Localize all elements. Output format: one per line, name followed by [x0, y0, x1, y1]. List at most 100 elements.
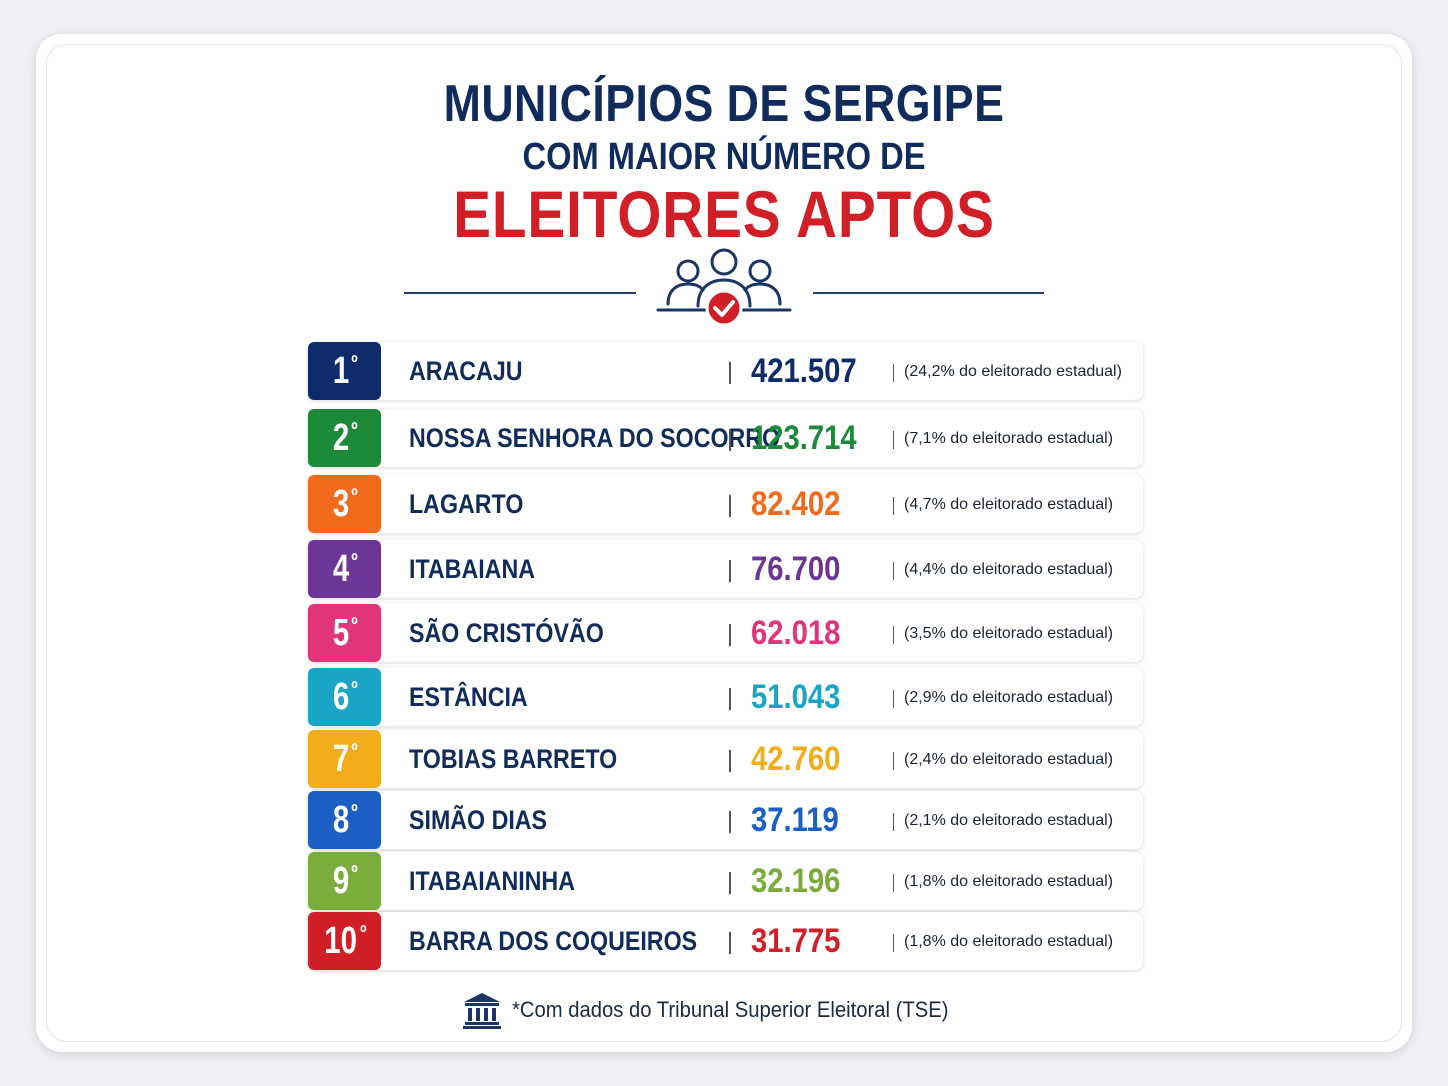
separator: [893, 813, 894, 831]
title-line-2: COM MAIOR NÚMERO DE: [522, 136, 926, 178]
rank-number: 5: [332, 611, 350, 654]
source-note: *Com dados do Tribunal Superior Eleitora…: [511, 997, 949, 1022]
rank-ordinal: º: [351, 800, 358, 823]
rank-number: 10: [324, 919, 358, 962]
rank-number: 3: [332, 482, 350, 525]
ranking-row: 5º SÃO CRISTÓVÃO 62.018 (3,5% do eleitorado…: [308, 604, 1143, 662]
footer: *Com dados do Tribunal Superior Eleitora…: [0, 988, 1448, 1032]
city-name: ARACAJU: [409, 356, 523, 386]
rank-ordinal: º: [351, 861, 358, 884]
electorate-share: (7,1% do eleitorado estadual): [904, 430, 1114, 447]
rank-badge: 6º: [308, 668, 381, 726]
ranking-row: 9º ITABAIANINHA 32.196 (1,8% do eleitorado …: [308, 852, 1143, 910]
separator: [729, 429, 731, 451]
rank-ordinal: º: [351, 739, 358, 762]
separator: [893, 431, 894, 449]
title-rule-left: [404, 292, 636, 294]
separator: [729, 811, 731, 833]
voter-count: 51.043: [751, 678, 841, 716]
ranking-row: 3º LAGARTO 82.402 (4,7% do eleitorado estad…: [308, 475, 1143, 533]
separator: [893, 626, 894, 644]
rank-number: 7: [332, 737, 350, 780]
city-name: BARRA DOS COQUEIROS: [409, 926, 698, 956]
separator: [729, 624, 731, 646]
separator: [893, 364, 894, 382]
city-name: ITABAIANA: [409, 554, 535, 584]
rank-badge: 5º: [308, 604, 381, 662]
ranking-row: 2º NOSSA SENHORA DO SOCORRO 123.714 (7,1% d…: [308, 409, 1143, 467]
voter-count: 82.402: [751, 485, 841, 523]
separator: [729, 560, 731, 582]
city-name: ITABAIANINHA: [409, 866, 575, 896]
rank-badge: 8º: [308, 791, 381, 849]
rank-number: 4: [332, 547, 350, 590]
bank-building-icon: [462, 993, 501, 1029]
rank-number: 2: [332, 416, 350, 459]
rank-number: 1: [332, 349, 350, 392]
ranking-row: 10 º BARRA DOS COQUEIROS 31.775 (1,8% do ele…: [308, 912, 1143, 970]
rank-number: 9: [332, 859, 350, 902]
rank-badge: 9º: [308, 852, 381, 910]
voter-count: 123.714: [751, 419, 857, 457]
separator: [893, 934, 894, 952]
electorate-share: (2,9% do eleitorado estadual): [904, 689, 1114, 706]
title-line-1: MUNICÍPIOS DE SERGIPE: [443, 75, 1005, 133]
voter-count: 421.507: [751, 352, 857, 390]
rank-ordinal: º: [351, 351, 358, 374]
ranking-row: 8º SIMÃO DIAS 37.119 (2,1% do eleitorado es…: [308, 791, 1143, 849]
rank-ordinal: º: [351, 613, 358, 636]
city-name: NOSSA SENHORA DO SOCORRO: [409, 423, 781, 453]
separator: [729, 872, 731, 894]
electorate-share: (24,2% do eleitorado estadual): [904, 363, 1122, 380]
separator: [893, 874, 894, 892]
separator: [893, 752, 894, 770]
voter-count: 31.775: [751, 922, 841, 960]
electorate-share: (4,4% do eleitorado estadual): [904, 561, 1114, 578]
rank-ordinal: º: [351, 549, 358, 572]
ranking-row: 4º ITABAIANA 76.700 (4,4% do eleitorado est…: [308, 540, 1143, 598]
rank-badge: 3º: [308, 475, 381, 533]
separator: [729, 362, 731, 384]
voter-count: 42.760: [751, 740, 841, 778]
card-border: [46, 44, 1402, 1042]
electorate-share: (1,8% do eleitorado estadual): [904, 933, 1114, 950]
separator: [729, 750, 731, 772]
ranking-row: 7º TOBIAS BARRETO 42.760 (2,4% do eleitorad…: [308, 730, 1143, 788]
city-name: ESTÂNCIA: [409, 682, 528, 712]
title-line-3: ELEITORES APTOS: [453, 177, 995, 251]
rank-ordinal: º: [351, 418, 358, 441]
voter-count: 62.018: [751, 614, 841, 652]
rank-badge: 1º: [308, 342, 381, 400]
separator: [729, 688, 731, 710]
city-name: SÃO CRISTÓVÃO: [409, 618, 604, 648]
separator: [729, 932, 731, 954]
rank-badge: 7º: [308, 730, 381, 788]
electorate-share: (1,8% do eleitorado estadual): [904, 873, 1114, 890]
separator: [729, 495, 731, 517]
rank-ordinal: º: [351, 484, 358, 507]
city-name: SIMÃO DIAS: [409, 805, 548, 835]
voter-count: 76.700: [751, 550, 841, 588]
separator: [893, 690, 894, 708]
rank-badge: 10 º: [308, 912, 381, 970]
rank-ordinal: º: [351, 677, 358, 700]
separator: [893, 497, 894, 515]
voter-count: 37.119: [751, 801, 839, 839]
electorate-share: (3,5% do eleitorado estadual): [904, 625, 1114, 642]
ranking-row: 1º ARACAJU 421.507 (24,2% do eleitorado est…: [308, 342, 1143, 400]
separator: [893, 562, 894, 580]
voter-count: 32.196: [751, 862, 841, 900]
electorate-share: (2,4% do eleitorado estadual): [904, 751, 1114, 768]
electorate-share: (2,1% do eleitorado estadual): [904, 812, 1114, 829]
electorate-share: (4,7% do eleitorado estadual): [904, 496, 1114, 513]
rank-number: 8: [332, 798, 350, 841]
city-name: TOBIAS BARRETO: [409, 744, 618, 774]
rank-badge: 2º: [308, 409, 381, 467]
city-name: LAGARTO: [409, 489, 524, 519]
title-rule-right: [813, 292, 1044, 294]
voters-check-icon: [656, 248, 792, 327]
rank-ordinal: º: [360, 921, 367, 944]
rank-badge: 4º: [308, 540, 381, 598]
ranking-row: 6º ESTÂNCIA 51.043 (2,9% do eleitorado esta…: [308, 668, 1143, 726]
rank-number: 6: [332, 675, 350, 718]
